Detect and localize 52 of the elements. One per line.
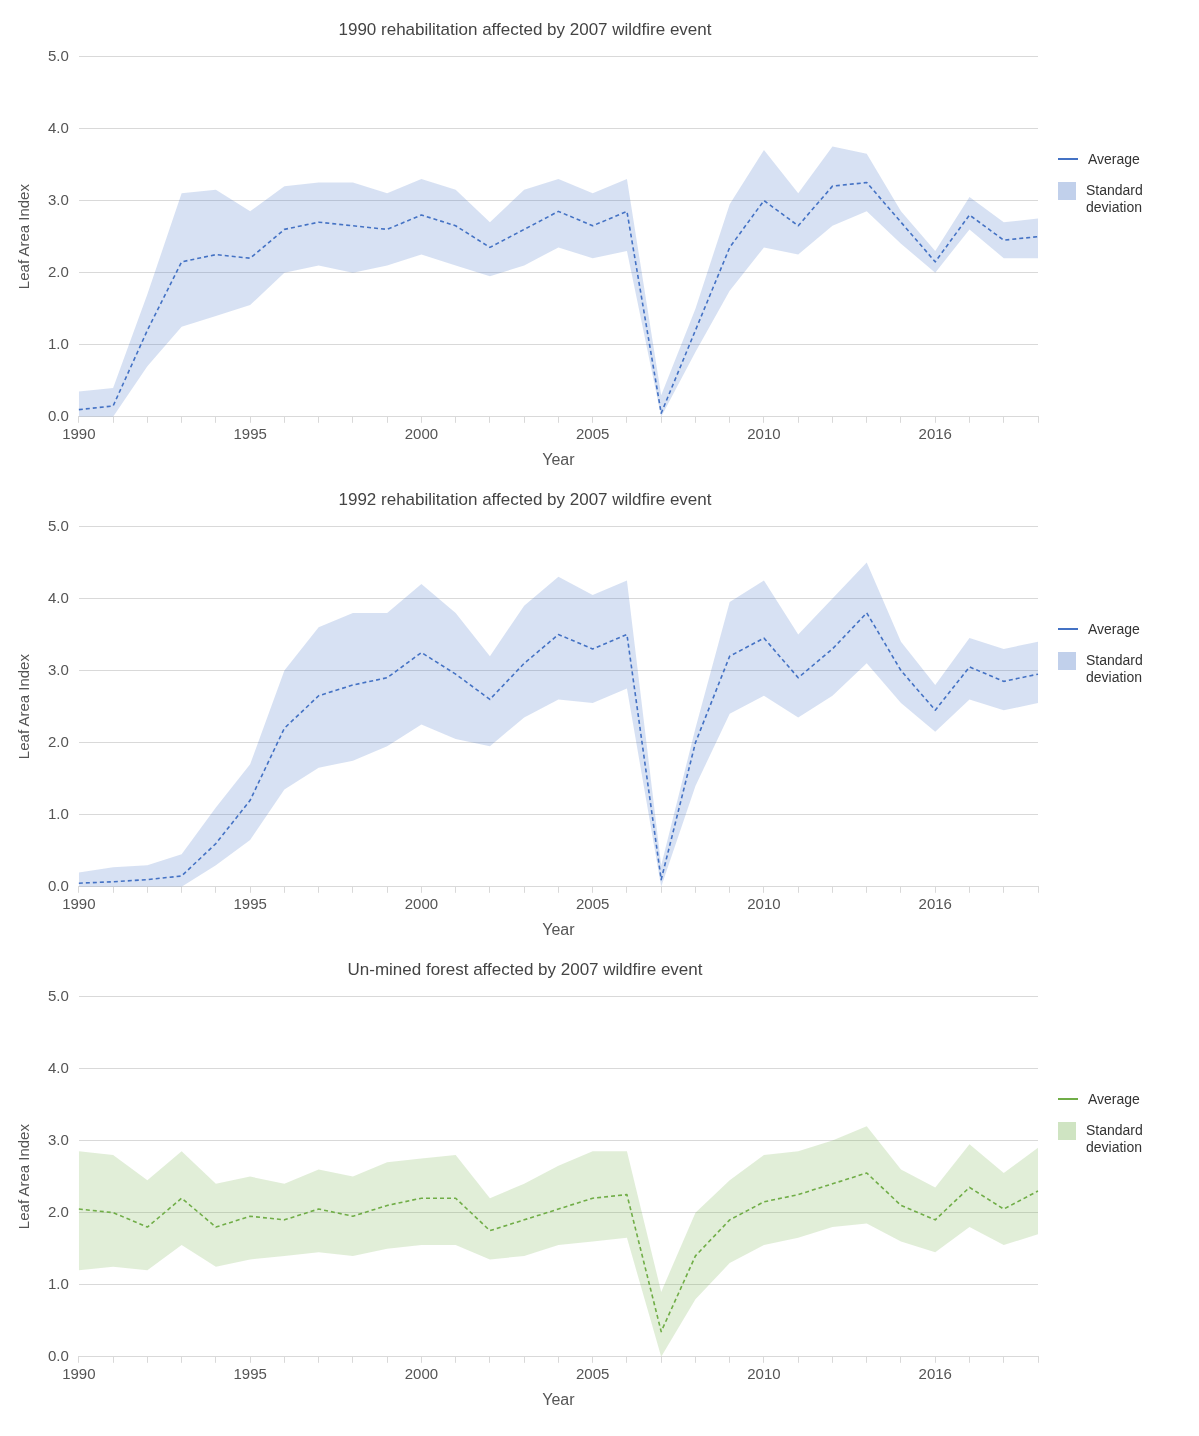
x-tick-label: 2005 xyxy=(575,894,610,912)
text: Standard deviation xyxy=(1086,181,1144,216)
text: Standard deviation xyxy=(1086,651,1144,686)
x-tick-label: 1995 xyxy=(233,1364,267,1382)
y-tick-label: 2.0 xyxy=(47,262,69,280)
y-tick-label: 4.0 xyxy=(47,588,69,606)
y-tick-label: 4.0 xyxy=(47,1058,69,1076)
text: Standard deviation xyxy=(1086,1121,1144,1156)
x-tick-label: 2000 xyxy=(404,424,439,442)
x-tick-label: 2010 xyxy=(747,894,781,912)
y-axis-title: Leaf Area Index xyxy=(15,653,33,760)
x-tick-label: 2000 xyxy=(404,894,439,912)
y-tick-label: 1.0 xyxy=(47,334,69,352)
x-axis-title: Year xyxy=(542,450,576,468)
y-tick-label: 3.0 xyxy=(47,190,69,208)
y-tick-label: 5.0 xyxy=(47,986,69,1004)
x-tick-label: 1990 xyxy=(62,894,96,912)
chart-title: 1992 rehabilitation affected by 2007 wildfire event xyxy=(338,489,712,509)
x-tick-label: 2005 xyxy=(575,1364,610,1382)
x-tick-label: 2016 xyxy=(918,1364,952,1382)
legend-label: Average xyxy=(1088,1090,1140,1108)
y-tick-label: 0.0 xyxy=(47,1346,69,1364)
y-tick-label: 3.0 xyxy=(47,1130,69,1148)
y-tick-label: 5.0 xyxy=(47,516,69,534)
y-axis-title: Leaf Area Index xyxy=(15,1123,33,1230)
y-tick-label: 2.0 xyxy=(47,1202,69,1220)
y-axis-title: Leaf Area Index xyxy=(15,183,33,290)
chart-title: 1990 rehabilitation affected by 2007 wildfire event xyxy=(338,19,712,39)
chart-title: Un-mined forest affected by 2007 wildfire event xyxy=(347,959,703,979)
y-tick-label: 1.0 xyxy=(47,1274,69,1292)
x-tick-label: 2016 xyxy=(918,894,952,912)
x-tick-label: 1995 xyxy=(233,424,267,442)
x-tick-label: 1990 xyxy=(62,424,96,442)
y-tick-label: 0.0 xyxy=(47,406,69,424)
legend-label: Average xyxy=(1088,150,1140,168)
x-tick-label: 2016 xyxy=(918,424,952,442)
x-tick-label: 2010 xyxy=(747,424,781,442)
y-tick-label: 5.0 xyxy=(47,46,69,64)
x-tick-label: 2005 xyxy=(575,424,610,442)
y-tick-label: 4.0 xyxy=(47,118,69,136)
y-tick-label: 1.0 xyxy=(47,804,69,822)
legend-label: Average xyxy=(1088,620,1140,638)
y-tick-label: 2.0 xyxy=(47,732,69,750)
x-tick-label: 2000 xyxy=(404,1364,439,1382)
line-series xyxy=(78,1172,1039,1333)
x-axis-title: Year xyxy=(542,920,576,938)
x-tick-label: 1990 xyxy=(62,1364,96,1382)
x-tick-label: 1995 xyxy=(233,894,267,912)
x-tick-label: 2010 xyxy=(747,1364,781,1382)
y-tick-label: 0.0 xyxy=(47,876,69,894)
x-axis-title: Year xyxy=(542,1390,576,1408)
y-tick-label: 3.0 xyxy=(47,660,69,678)
